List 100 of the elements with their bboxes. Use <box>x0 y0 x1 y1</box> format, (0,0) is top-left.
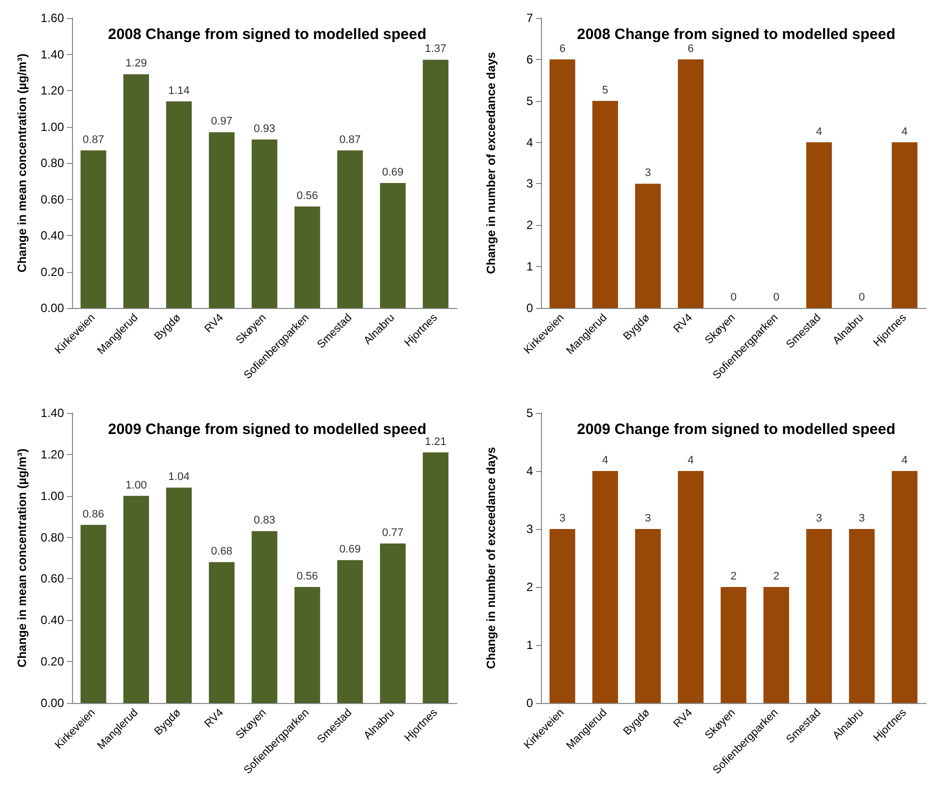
bar <box>635 529 661 703</box>
bar <box>892 471 918 703</box>
data-label: 0.56 <box>296 190 318 202</box>
data-label: 1.00 <box>125 479 147 492</box>
bar <box>208 562 235 703</box>
y-tick-label: 2 <box>526 580 534 594</box>
y-tick-label: 0.00 <box>40 301 64 315</box>
data-label: 1.14 <box>168 84 190 97</box>
y-tick-label: 1.40 <box>40 47 64 62</box>
bar <box>806 142 832 308</box>
data-label: 3 <box>644 512 652 524</box>
data-label: 2 <box>730 570 737 582</box>
bar <box>80 150 106 308</box>
data-label: 3 <box>559 512 566 524</box>
bar <box>208 132 235 308</box>
data-label: 0.69 <box>339 544 361 556</box>
data-label: 0.93 <box>254 122 276 135</box>
data-label: 1.37 <box>424 43 446 56</box>
y-tick-label: 1.60 <box>40 11 64 25</box>
y-tick-label: 0 <box>526 696 534 710</box>
data-label: 0 <box>773 292 780 304</box>
y-tick-label: 4 <box>526 464 534 478</box>
data-label: 0.86 <box>82 508 104 520</box>
y-tick-label: 0.00 <box>40 696 64 710</box>
bar <box>123 74 149 308</box>
y-tick-label: 0.80 <box>40 156 64 170</box>
bar <box>166 488 192 703</box>
data-label: 0.56 <box>296 570 318 582</box>
bar <box>763 587 790 703</box>
data-label: 0.68 <box>211 546 232 558</box>
y-tick-label: 2 <box>526 218 534 232</box>
y-tick-label: 0.60 <box>40 572 64 586</box>
y-tick-label: 0.40 <box>40 613 64 628</box>
data-label: 6 <box>559 42 566 55</box>
bar <box>294 587 320 703</box>
data-label: 4 <box>902 454 908 466</box>
data-label: 3 <box>858 512 865 524</box>
bar <box>678 471 704 703</box>
bar <box>337 150 363 308</box>
y-tick-label: 0.20 <box>40 654 64 669</box>
data-label: 6 <box>688 42 694 55</box>
y-axis-title: Change in number of exceedance days <box>484 52 498 274</box>
text: 2009 Change from signed to modelled speed <box>108 421 426 438</box>
y-axis-title: Change in number of exceedance days <box>484 446 498 670</box>
y-tick-label: 3 <box>526 522 534 536</box>
bar <box>166 101 192 308</box>
y-tick-label: 5 <box>526 406 534 420</box>
y-tick-label: 7 <box>526 11 534 25</box>
data-label: 0.77 <box>382 527 404 539</box>
y-tick-label: 1 <box>526 260 534 274</box>
y-axis-title: Change in mean concentration (µg/m³) <box>15 448 29 668</box>
data-label: 0 <box>858 292 865 304</box>
y-tick-label: 6 <box>526 52 534 66</box>
data-label: 4 <box>816 126 822 138</box>
y-tick-label: 5 <box>526 94 534 108</box>
bar <box>849 529 875 703</box>
y-tick-label: 1 <box>526 638 534 652</box>
data-label: 1.29 <box>125 58 147 70</box>
data-label: 4 <box>688 454 694 466</box>
data-label: 0.87 <box>339 134 361 146</box>
y-tick-label: 1.00 <box>40 488 64 503</box>
bar <box>123 496 149 703</box>
bar <box>337 560 363 703</box>
x-tick-label: RV4 <box>672 706 695 730</box>
data-label: 4 <box>902 126 908 138</box>
data-label: 0.83 <box>254 514 276 527</box>
y-tick-label: 0.60 <box>40 192 64 206</box>
bar <box>80 524 106 703</box>
data-label: 1.21 <box>424 436 446 448</box>
y-tick-label: 1.00 <box>40 120 64 134</box>
bar <box>550 529 576 703</box>
y-tick-label: 1.20 <box>40 447 64 462</box>
data-label: 1.04 <box>168 471 190 484</box>
text: 2008 Change from signed to modelled speed <box>108 26 426 43</box>
y-tick-label: 0 <box>526 301 534 315</box>
bar <box>252 139 278 308</box>
data-label: 4 <box>602 454 608 466</box>
bar <box>678 59 704 308</box>
data-label: 3 <box>644 167 652 180</box>
x-tick-label: RV4 <box>202 706 226 730</box>
y-tick-label: 1.40 <box>40 406 64 420</box>
y-tick-label: 3 <box>526 176 534 191</box>
bar <box>806 529 832 703</box>
data-label: 2 <box>773 570 780 582</box>
y-tick-label: 0.40 <box>40 228 64 242</box>
bar <box>422 452 448 703</box>
bar <box>892 142 918 308</box>
bar <box>380 544 406 703</box>
bar <box>720 587 746 703</box>
bar <box>252 531 278 703</box>
x-tick-label: RV4 <box>672 312 695 336</box>
x-tick-label: RV4 <box>202 312 226 336</box>
bar <box>380 182 406 308</box>
bar <box>550 59 576 308</box>
text: 2009 Change from signed to modelled speed <box>577 421 896 438</box>
bar <box>592 471 618 703</box>
data-label: 0 <box>730 292 737 304</box>
bar <box>294 206 320 308</box>
data-label: 0.97 <box>211 116 232 128</box>
text: 2008 Change from signed to modelled speed <box>577 26 896 43</box>
